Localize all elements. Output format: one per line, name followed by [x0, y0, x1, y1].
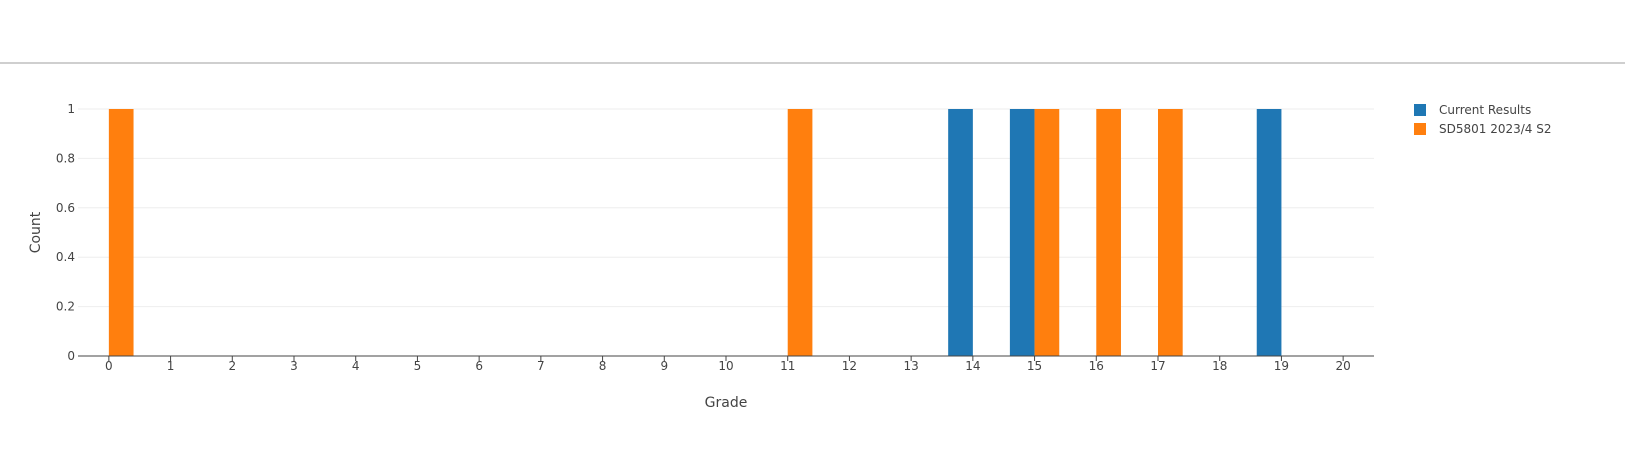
x-tick-label: 14: [965, 359, 980, 373]
y-tick-label: 0: [67, 349, 75, 363]
x-tick-label: 17: [1150, 359, 1165, 373]
y-tick-label: 0.8: [56, 151, 75, 165]
legend-swatch: [1414, 123, 1426, 135]
bar[interactable]: [1096, 109, 1121, 356]
x-tick-label: 10: [718, 359, 733, 373]
x-tick-label: 1: [167, 359, 175, 373]
top-divider: [0, 62, 1625, 64]
bar[interactable]: [1256, 109, 1282, 356]
x-tick-label: 13: [904, 359, 919, 373]
bar[interactable]: [948, 109, 973, 356]
y-tick-label: 0.6: [56, 201, 75, 215]
x-tick-label: 9: [660, 359, 668, 373]
bars: [108, 109, 1282, 356]
x-tick-label: 8: [599, 359, 607, 373]
legend-item[interactable]: SD5801 2023/4 S2: [1414, 122, 1552, 136]
x-tick-label: 19: [1274, 359, 1289, 373]
legend[interactable]: Current Results SD5801 2023/4 S2: [1414, 103, 1552, 136]
x-tick-label: 16: [1089, 359, 1104, 373]
x-tick-label: 7: [537, 359, 545, 373]
y-tick-label: 0.2: [56, 300, 75, 314]
x-tick-label: 20: [1336, 359, 1351, 373]
x-tick-label: 15: [1027, 359, 1042, 373]
bar[interactable]: [108, 109, 134, 356]
y-tick-label: 1: [67, 102, 75, 116]
bar[interactable]: [1158, 109, 1183, 356]
x-tick-label: 3: [290, 359, 298, 373]
x-tick-label: 11: [780, 359, 795, 373]
x-tick-labels: 0 1 2 3 4 5 6 7 8 9 10 11 12 13 14 15 16 17 18 19 20: [105, 356, 1351, 373]
y-tick-labels: 0 0.2 0.4 0.6 0.8 1: [56, 102, 75, 363]
legend-label: SD5801 2023/4 S2: [1439, 122, 1552, 136]
top-band: [0, 0, 1625, 62]
y-tick-label: 0.4: [56, 250, 75, 264]
y-axis-title: Count: [28, 211, 44, 253]
x-tick-label: 6: [475, 359, 483, 373]
x-tick-label: 5: [414, 359, 422, 373]
bar[interactable]: [787, 109, 813, 356]
bar[interactable]: [1034, 109, 1060, 356]
x-tick-label: 2: [228, 359, 236, 373]
x-tick-label: 0: [105, 359, 113, 373]
x-tick-label: 12: [842, 359, 857, 373]
legend-item[interactable]: Current Results: [1414, 103, 1531, 117]
x-axis-title: Grade: [705, 395, 748, 411]
x-tick-label: 4: [352, 359, 360, 373]
legend-swatch: [1414, 104, 1426, 116]
bar[interactable]: [1009, 109, 1035, 356]
legend-label: Current Results: [1439, 103, 1531, 117]
x-tick-label: 18: [1212, 359, 1227, 373]
